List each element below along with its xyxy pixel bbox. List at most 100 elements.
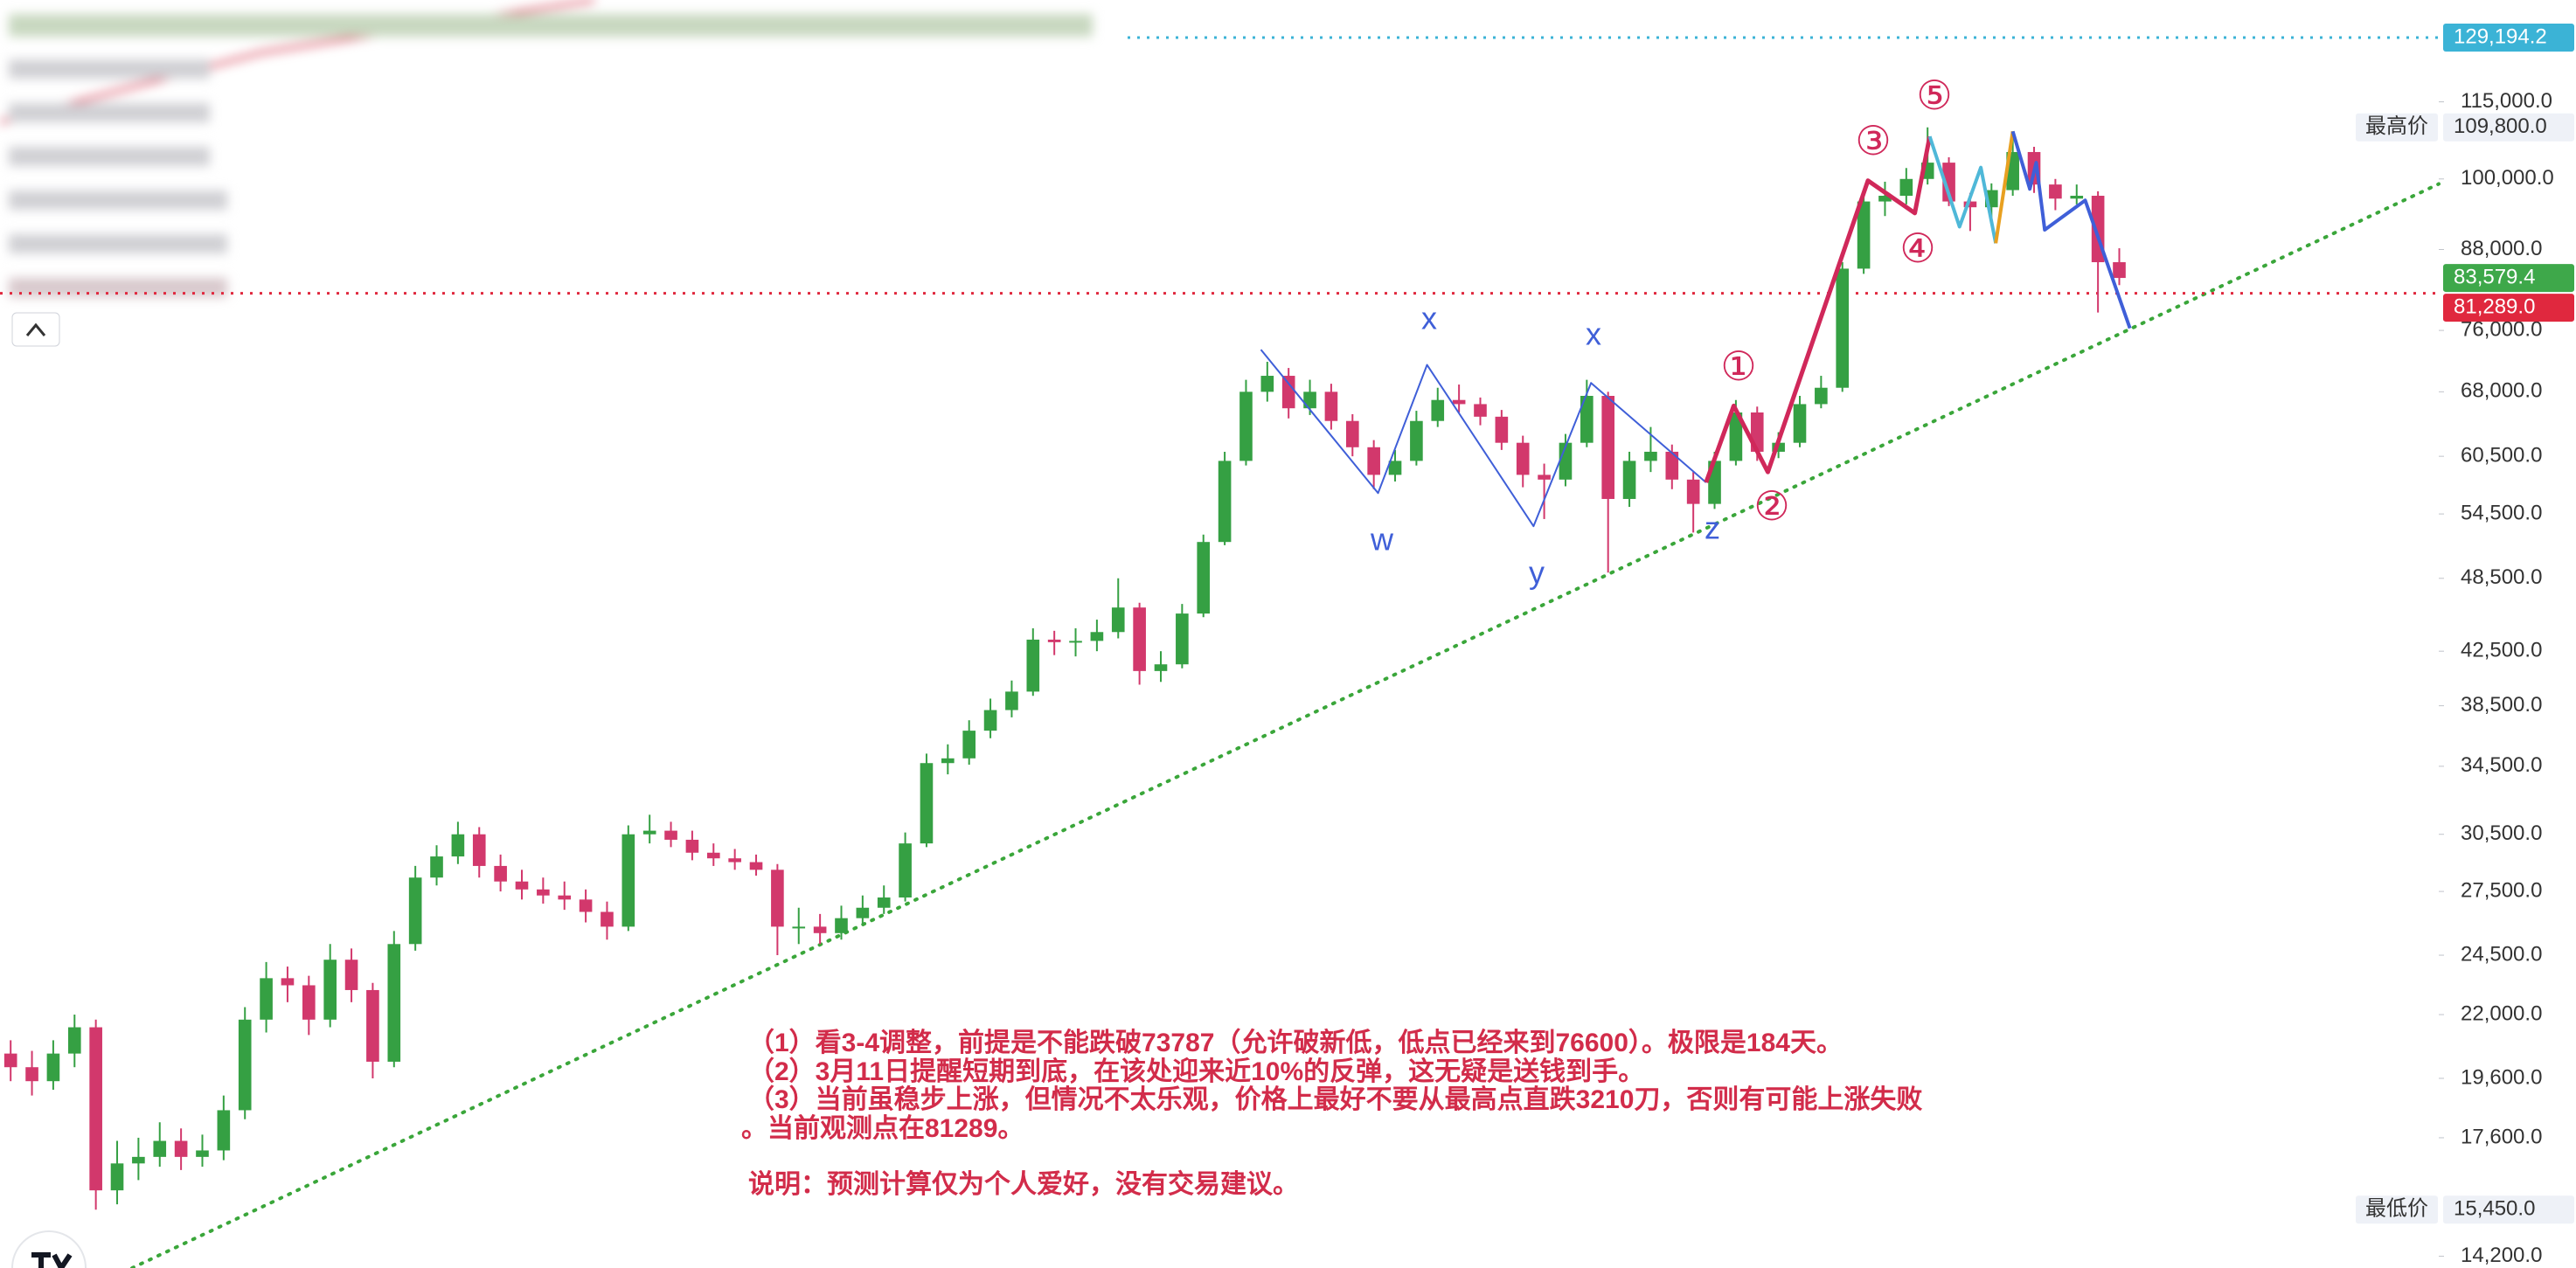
blurred-row bbox=[9, 278, 227, 297]
candle-body bbox=[110, 1163, 124, 1191]
wave-label: ② bbox=[1753, 483, 1789, 529]
candle-body bbox=[771, 870, 784, 927]
candle-body bbox=[1260, 376, 1274, 392]
candle-body bbox=[1474, 404, 1487, 417]
y-tick-label: 68,000.0 bbox=[2461, 379, 2542, 403]
wave-line bbox=[1260, 349, 1707, 528]
candle-body bbox=[1410, 420, 1423, 461]
candle-body bbox=[899, 843, 912, 898]
candle-body bbox=[856, 907, 870, 918]
candle-body bbox=[1878, 196, 1892, 202]
wave-line bbox=[1704, 135, 1933, 483]
y-tick-label: 60,500.0 bbox=[2461, 443, 2542, 467]
blurred-row bbox=[9, 14, 1093, 37]
wave-label: ① bbox=[1720, 343, 1756, 389]
candle-body bbox=[792, 926, 806, 929]
price-line-marker-box bbox=[2443, 24, 2574, 52]
wave-label: ③ bbox=[1855, 118, 1891, 163]
candle-body bbox=[1111, 607, 1125, 633]
candle-body bbox=[664, 830, 677, 840]
y-tick-label: 14,200.0 bbox=[2461, 1244, 2542, 1267]
candle-body bbox=[494, 865, 507, 882]
candle-body bbox=[1495, 416, 1509, 443]
candle-body bbox=[962, 731, 976, 759]
candle-body bbox=[3, 1053, 17, 1068]
candle-body bbox=[2113, 262, 2126, 279]
extreme-value-label: 109,800.0 bbox=[2454, 114, 2547, 138]
extreme-value-label: 15,450.0 bbox=[2454, 1197, 2535, 1221]
candle-body bbox=[1857, 201, 1871, 269]
candle-body bbox=[601, 911, 614, 927]
candle-body bbox=[1899, 178, 1913, 197]
candle-body bbox=[749, 862, 763, 870]
candle-body bbox=[67, 1027, 81, 1054]
y-tick-label: 42,500.0 bbox=[2461, 639, 2542, 662]
extreme-name: 最高价 bbox=[2365, 114, 2428, 138]
candle-body bbox=[558, 895, 572, 900]
candle-body bbox=[941, 758, 955, 764]
wave-label: x bbox=[1421, 301, 1437, 336]
candle-body bbox=[1367, 447, 1380, 475]
candle-body bbox=[1942, 163, 1955, 202]
candle-body bbox=[1303, 391, 1316, 409]
candle-body bbox=[260, 978, 273, 1020]
candle-body bbox=[642, 830, 656, 835]
candle-body bbox=[1090, 632, 1104, 641]
candle-body bbox=[579, 899, 593, 912]
candle-body bbox=[25, 1067, 38, 1082]
candle-body bbox=[1005, 691, 1018, 710]
collapse-button[interactable] bbox=[11, 312, 60, 347]
wave-label: ⑤ bbox=[1916, 73, 1952, 118]
candle-body bbox=[196, 1150, 209, 1157]
candle-body bbox=[217, 1110, 231, 1151]
note-line: （3）当前虽稳步上涨，但情况不太乐观，价格上最好不要从最高点直跌3210刀，否则… bbox=[748, 1084, 1922, 1114]
wave-label: y bbox=[1529, 555, 1545, 591]
collapse-button-frame[interactable] bbox=[11, 312, 60, 347]
extreme-value-box bbox=[2443, 113, 2574, 142]
candle-body bbox=[835, 918, 848, 933]
blurred-legend bbox=[0, 0, 1093, 297]
y-tick-label: 24,500.0 bbox=[2461, 942, 2542, 966]
y-tick-label: 17,600.0 bbox=[2461, 1125, 2542, 1148]
candle-body bbox=[1963, 201, 1977, 208]
blurred-row bbox=[9, 191, 227, 210]
candle-body bbox=[1580, 396, 1594, 443]
extreme-name-box bbox=[2356, 113, 2438, 142]
y-tick-label: 27,500.0 bbox=[2461, 878, 2542, 902]
candle-body bbox=[1538, 475, 1551, 480]
candle-body bbox=[1836, 268, 1850, 388]
blurred-row bbox=[9, 103, 210, 122]
candle-body bbox=[728, 858, 741, 863]
candle-body bbox=[366, 989, 379, 1062]
candle-body bbox=[451, 834, 465, 857]
candle-body bbox=[153, 1140, 167, 1157]
y-tick-label: 38,500.0 bbox=[2461, 693, 2542, 717]
note-line: 说明：预测计算仅为个人爱好，没有交易建议。 bbox=[748, 1169, 1299, 1199]
y-tick-label: 22,000.0 bbox=[2461, 1001, 2542, 1025]
extreme-name-box bbox=[2356, 1195, 2438, 1224]
candle-body bbox=[2049, 184, 2062, 199]
candle-body bbox=[1559, 442, 1573, 480]
candle-body bbox=[1431, 399, 1445, 421]
candle-body bbox=[1069, 641, 1082, 643]
candle-body bbox=[408, 877, 422, 945]
price-line-marker-label: 129,194.2 bbox=[2454, 24, 2547, 48]
note-line: （2）3月11日提醒短期到底，在该处迎来近10%的反弹，这无疑是送钱到手。 bbox=[748, 1057, 1644, 1086]
candle-body bbox=[174, 1140, 188, 1157]
candle-body bbox=[1133, 607, 1146, 671]
candle-body bbox=[1324, 391, 1338, 421]
candle-body bbox=[1729, 412, 1743, 461]
candle-body bbox=[1452, 399, 1466, 405]
wave-label: w bbox=[1370, 522, 1394, 558]
last-price-label: 83,579.4 bbox=[2454, 265, 2535, 288]
candle-body bbox=[920, 763, 934, 844]
candle-body bbox=[1516, 442, 1530, 475]
candle-body bbox=[1154, 664, 1168, 671]
logo bbox=[11, 1230, 87, 1268]
candle-body bbox=[1047, 639, 1061, 642]
candle-body bbox=[344, 960, 358, 990]
candle-body bbox=[877, 897, 891, 908]
candle-body bbox=[132, 1156, 145, 1164]
y-tick-label: 54,500.0 bbox=[2461, 501, 2542, 524]
